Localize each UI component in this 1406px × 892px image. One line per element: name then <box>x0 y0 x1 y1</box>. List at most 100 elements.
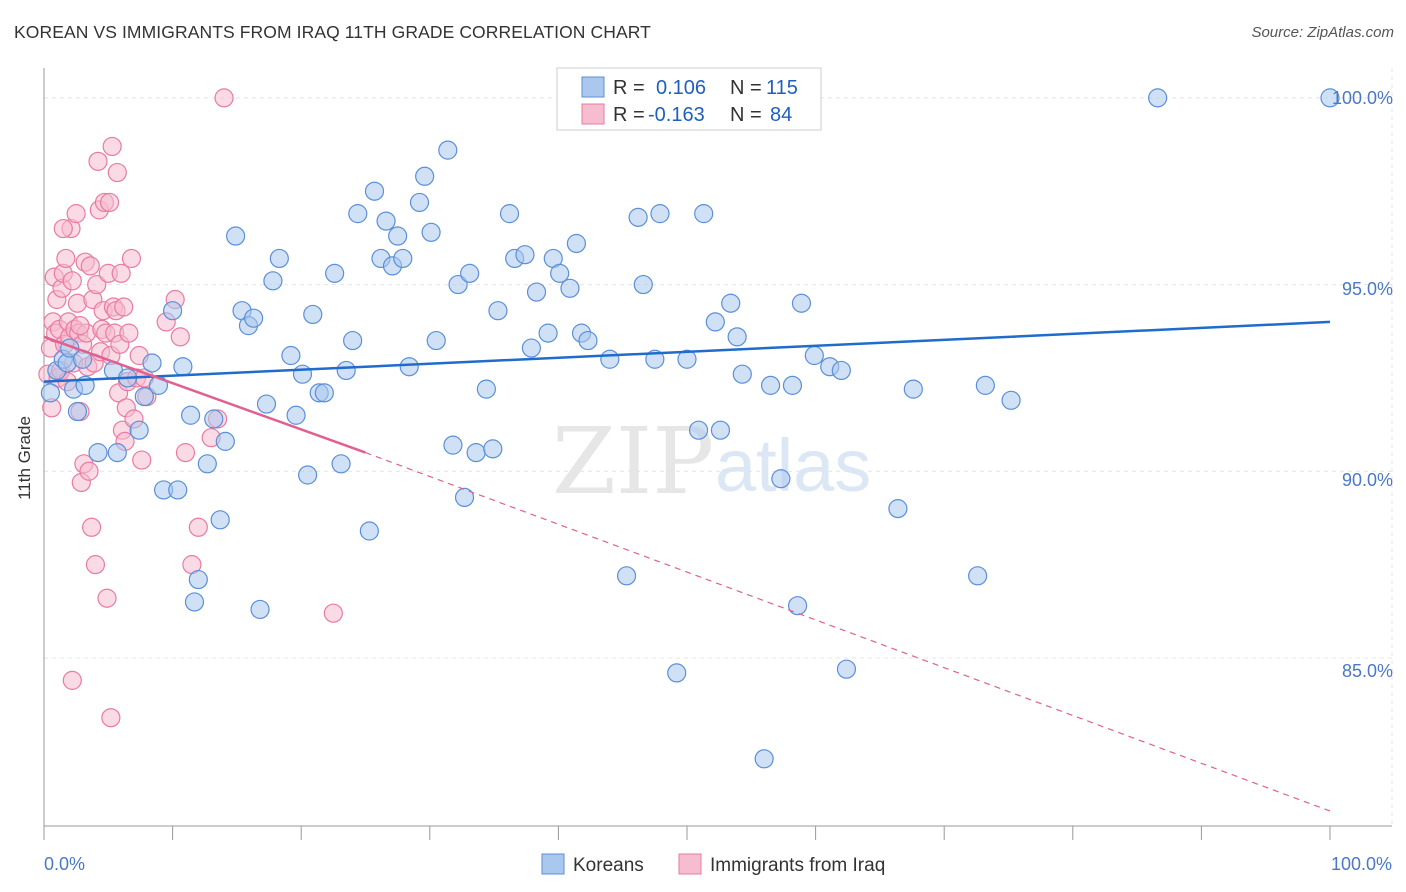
korean-point <box>645 349 665 369</box>
korean-point <box>791 293 812 313</box>
korean-trend-line <box>43 320 1331 383</box>
korean-series <box>40 88 1340 769</box>
iraq-point <box>62 271 82 291</box>
korean-point <box>466 443 486 463</box>
korean-point <box>787 596 808 616</box>
korean-point <box>710 420 731 440</box>
korean-point <box>550 263 570 283</box>
korean-point <box>163 301 183 321</box>
korean-point <box>754 749 774 769</box>
source-label: Source: ZipAtlas.com <box>1251 24 1394 41</box>
korean-point <box>1148 88 1168 108</box>
y-axis-label: 11th Grade <box>15 416 34 500</box>
korean-point <box>499 204 520 224</box>
korean-point <box>348 204 368 224</box>
iraq-point <box>53 218 73 239</box>
iraq-point <box>323 603 343 623</box>
x-tick-label-min: 0.0% <box>44 854 85 874</box>
iraq-point <box>79 461 99 481</box>
iraq-trend-line <box>43 335 366 454</box>
korean-point <box>331 454 351 474</box>
iraq-point <box>170 327 190 347</box>
bottom-legend-iraq-swatch <box>678 853 702 875</box>
korean-point <box>250 599 270 620</box>
legend-korean-n-label: N = <box>730 77 762 99</box>
korean-point <box>888 499 908 519</box>
iraq-point <box>107 162 127 183</box>
iraq-point <box>111 263 131 283</box>
legend-iraq-n-value: 84 <box>770 104 792 126</box>
korean-point <box>667 663 687 683</box>
korean-point <box>40 383 61 403</box>
korean-point <box>215 431 235 451</box>
iraq-point <box>70 316 90 336</box>
korean-point <box>526 282 547 302</box>
korean-point <box>314 383 334 403</box>
korean-point <box>173 357 193 377</box>
korean-point <box>325 263 345 283</box>
korean-point <box>616 566 637 586</box>
korean-point <box>409 192 430 213</box>
iraq-point <box>85 555 106 575</box>
korean-point <box>538 323 558 343</box>
iraq-point <box>56 248 76 269</box>
korean-point <box>359 521 379 541</box>
korean-point <box>1001 390 1021 410</box>
iraq-point <box>88 151 108 171</box>
korean-point <box>303 304 323 325</box>
korean-point <box>578 330 598 351</box>
iraq-point <box>80 256 100 276</box>
korean-point <box>804 345 824 366</box>
korean-point <box>443 435 463 455</box>
correlation-legend: R = 0.106 N = 115 R = -0.163 N = 84 <box>556 67 822 131</box>
korean-point <box>197 454 217 474</box>
korean-point <box>286 405 306 425</box>
korean-point <box>134 386 154 407</box>
legend-iraq-r-value: -0.163 <box>648 104 705 126</box>
korean-point <box>129 420 149 440</box>
korean-point <box>281 345 301 366</box>
watermark-atlas: atlas <box>715 424 871 507</box>
korean-point <box>426 330 446 351</box>
legend-iraq-swatch <box>581 103 605 125</box>
korean-point <box>903 379 923 399</box>
korean-point <box>393 248 413 269</box>
korean-point <box>188 569 208 590</box>
trend-lines <box>43 320 1331 812</box>
korean-point <box>448 274 468 295</box>
korean-point <box>566 233 587 254</box>
korean-point <box>727 327 747 347</box>
iraq-point <box>132 450 152 470</box>
legend-iraq-r-label: R = <box>613 104 645 126</box>
korean-point <box>688 420 709 440</box>
korean-point <box>88 443 108 463</box>
korean-point <box>388 226 408 246</box>
korean-point <box>521 338 541 358</box>
korean-point <box>694 204 714 224</box>
korean-point <box>438 140 458 160</box>
iraq-point <box>119 323 139 343</box>
iraq-point <box>188 517 208 537</box>
iraq-point <box>62 670 82 690</box>
korean-point <box>732 364 752 384</box>
korean-point <box>298 465 318 485</box>
legend-korean-r-label: R = <box>613 77 645 99</box>
korean-point <box>67 401 88 422</box>
korean-point <box>256 394 277 414</box>
legend-korean-swatch <box>581 76 605 98</box>
korean-point <box>415 166 435 186</box>
legend-korean-n-value: 115 <box>766 77 798 99</box>
bottom-legend-korean-label: Koreans <box>573 855 644 876</box>
korean-point <box>142 353 162 373</box>
korean-point <box>836 659 857 679</box>
y-tick-label-90: 90.0% <box>1342 470 1393 490</box>
korean-point <box>1320 88 1340 108</box>
korean-point <box>343 330 363 351</box>
korean-point <box>760 375 781 395</box>
korean-point <box>975 375 995 395</box>
korean-point <box>483 439 503 459</box>
korean-point <box>336 360 356 381</box>
iraq-point <box>102 136 122 157</box>
korean-point <box>244 308 264 328</box>
